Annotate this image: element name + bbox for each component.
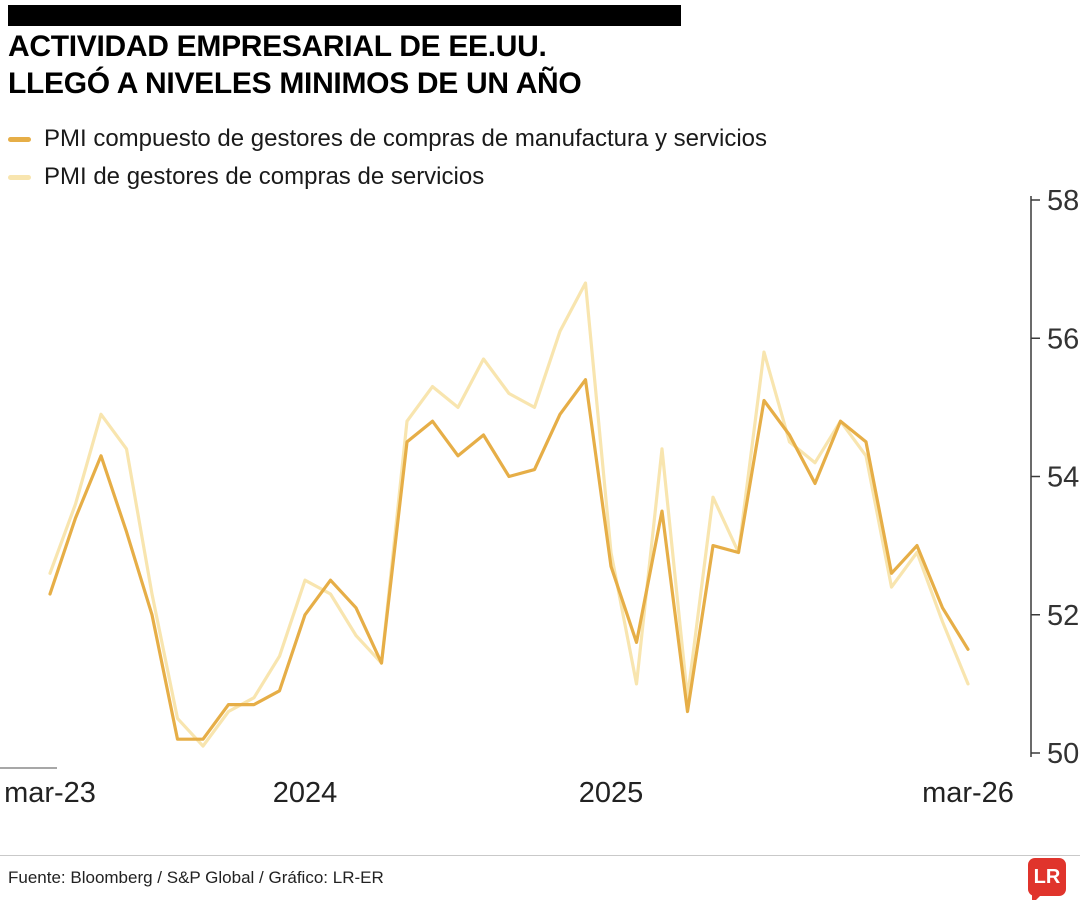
y-tick-label: 56 bbox=[1047, 323, 1079, 355]
legend-item-services: PMI de gestores de compras de servicios bbox=[8, 158, 767, 196]
lr-logo-text: LR bbox=[1033, 865, 1061, 888]
top-black-bar bbox=[8, 5, 681, 26]
y-tick-label: 58 bbox=[1047, 185, 1079, 217]
lr-logo: LR bbox=[1028, 858, 1066, 900]
legend-swatch-services bbox=[8, 174, 31, 180]
legend-swatch-composite bbox=[8, 136, 31, 142]
legend-label-composite: PMI compuesto de gestores de compras de … bbox=[44, 125, 767, 152]
x-tick-label: 2024 bbox=[273, 777, 338, 809]
y-tick-label: 52 bbox=[1047, 600, 1079, 632]
legend-label-services: PMI de gestores de compras de servicios bbox=[44, 163, 485, 190]
x-tick-label: mar-26 bbox=[922, 777, 1014, 809]
page-title-line2: LLEGÓ A NIVELES MINIMOS DE UN AÑO bbox=[8, 67, 582, 100]
x-tick-label: 2025 bbox=[579, 777, 644, 809]
source-credit: Fuente: Bloomberg / S&P Global / Gráfico… bbox=[8, 868, 384, 887]
footer-divider bbox=[0, 855, 1080, 856]
page-title-line1: ACTIVIDAD EMPRESARIAL DE EE.UU. bbox=[8, 30, 547, 63]
y-tick-label: 54 bbox=[1047, 462, 1079, 494]
series-line-1 bbox=[48, 281, 970, 748]
series-line-0 bbox=[48, 378, 970, 741]
y-tick-label: 50 bbox=[1047, 738, 1079, 770]
chart-legend: PMI compuesto de gestores de compras de … bbox=[8, 120, 767, 196]
legend-item-composite: PMI compuesto de gestores de compras de … bbox=[8, 120, 767, 158]
pmi-line-chart: 50 52 54 56 58 mar-23 2024 2025 mar-26 bbox=[0, 185, 1079, 809]
x-tick-label: mar-23 bbox=[4, 777, 96, 809]
page-title: ACTIVIDAD EMPRESARIAL DE EE.UU. LLEGÓ A N… bbox=[8, 28, 582, 102]
